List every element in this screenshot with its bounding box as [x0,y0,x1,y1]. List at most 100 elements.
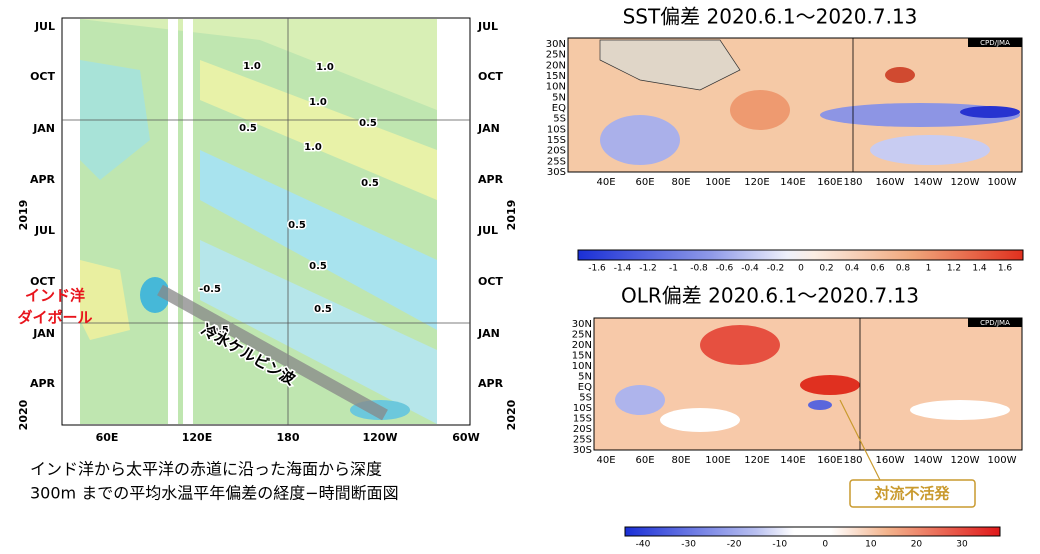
colorbar-label: 1.4 [972,264,987,274]
colorbar-label: 1.6 [998,264,1013,274]
contour-label: 1.0 [243,61,261,72]
longitude-label: 120E [182,431,212,444]
month-label: OCT [478,70,503,83]
longitude-label: 120W [951,455,980,466]
longitude-label: 120W [951,177,980,188]
longitude-label: 60E [635,177,654,188]
map-title: OLR偏差 2020.6.1～2020.7.13 [621,284,919,308]
caption: インド洋から太平洋の赤道に沿った海面から深度 [30,460,382,479]
month-label: APR [478,173,504,186]
latitude-label: 5N [578,372,592,383]
latitude-label: 25S [547,156,566,167]
contour-label: 0.5 [361,178,379,189]
month-label: APR [30,377,56,390]
month-label: OCT [478,275,503,288]
colorbar-label: 0 [798,264,804,274]
longitude-label: 60W [452,431,479,444]
credit: CPD/JMA [980,319,1010,327]
contour-label: 0.5 [239,123,257,134]
contour-label: -0.5 [199,284,221,295]
sst-map [567,37,1023,173]
longitude-label: 160E [817,455,842,466]
longitude-label: 140E [780,455,805,466]
latitude-label: 15N [572,351,592,362]
month-label: OCT [30,70,55,83]
month-label: JUL [477,224,498,237]
year-label: 2019 [17,200,30,231]
latitude-label: 20S [573,424,592,435]
longitude-label: 120W [362,431,397,444]
contour-label: 0.5 [309,261,327,272]
longitude-label: 180 [843,177,862,188]
colorbar-label: 1.2 [947,264,961,274]
colorbar-label: 20 [911,540,923,550]
credit: CPD/JMA [980,39,1010,47]
contour-label: 0.5 [211,325,229,336]
colorbar-label: 30 [956,540,968,550]
colorbar-label: -1 [669,264,678,274]
sst-colorbar [577,249,1024,261]
latitude-label: EQ [578,382,592,393]
longitude-label: 160W [876,177,905,188]
latitude-label: 30N [546,39,566,50]
longitude-label: 60E [96,431,119,444]
latitude-label: 5S [579,393,592,404]
contour-label: 1.0 [309,97,327,108]
latitude-label: 25N [572,330,592,341]
latitude-label: 30S [573,445,592,456]
latitude-label: 10S [547,124,566,135]
latitude-label: 15N [546,71,566,82]
latitude-label: 20N [572,340,592,351]
longitude-label: 100W [988,455,1017,466]
year-label: 2020 [17,399,30,430]
latitude-label: 25S [573,435,592,446]
colorbar-label: -30 [681,540,696,550]
month-label: JUL [477,20,498,33]
longitude-label: 140W [914,455,943,466]
contour-label: 0.5 [359,118,377,129]
longitude-label: 60E [635,455,654,466]
colorbar-label: 10 [865,540,877,550]
longitude-label: 120E [744,455,769,466]
colorbar-label: -40 [636,540,651,550]
longitude-label: 80E [671,177,690,188]
latitude-label: 15S [547,135,566,146]
month-label: OCT [30,275,55,288]
colorbar-label: -0.4 [741,264,759,274]
year-label: 2019 [505,200,518,231]
latitude-label: 10N [546,82,566,93]
longitude-label: 180 [843,455,862,466]
latitude-label: 30S [547,167,566,178]
contour-label: 1.0 [304,142,322,153]
colorbar-label: 0.8 [896,264,911,274]
colorbar-label: 1 [926,264,932,274]
colorbar-label: -10 [772,540,787,550]
latitude-label: 30N [572,319,592,330]
month-label: JAN [477,122,500,135]
hovmoller-plot [61,17,471,426]
colorbar-label: -1.6 [588,264,606,274]
olr-colorbar [624,526,1001,537]
latitude-label: 10N [572,361,592,372]
caption: 300m までの平均水温平年偏差の経度−時間断面図 [30,484,399,503]
longitude-label: 120E [744,177,769,188]
longitude-label: 160W [876,455,905,466]
colorbar-label: 0.2 [819,264,833,274]
latitude-label: 25N [546,50,566,61]
colorbar-label: -1.2 [639,264,657,274]
latitude-label: 20N [546,60,566,71]
latitude-label: EQ [552,103,566,114]
longitude-label: 40E [596,177,615,188]
year-label: 2020 [505,399,518,430]
longitude-label: 140W [914,177,943,188]
colorbar-label: -20 [727,540,742,550]
longitude-label: 100E [705,177,730,188]
month-label: APR [30,173,56,186]
latitude-label: 5N [552,92,566,103]
dipole-annotation: ダイポール [17,309,92,327]
colorbar-label: 0.6 [870,264,885,274]
colorbar-label: -1.4 [614,264,632,274]
longitude-label: 180 [277,431,300,444]
colorbar-label: -0.8 [690,264,708,274]
